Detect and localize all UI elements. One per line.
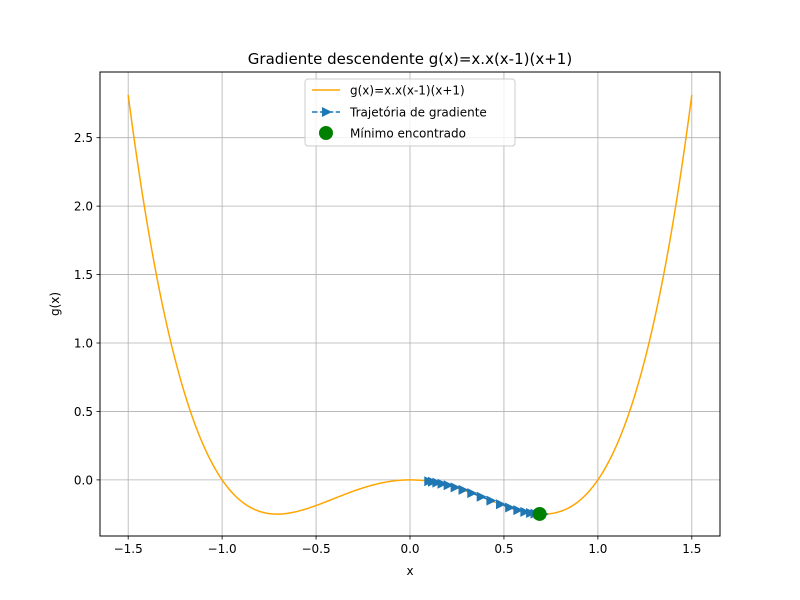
x-tick-label: 1.5 [682, 542, 701, 556]
legend-label-minimum: Mínimo encontrado [350, 127, 466, 141]
y-tick-label: 1.5 [74, 268, 93, 282]
trajectory-point [486, 495, 497, 506]
x-tick-label: 0.5 [494, 542, 513, 556]
trajectory-point [496, 499, 507, 510]
x-tick-label: −1.5 [114, 542, 143, 556]
legend-label-trajectory: Trajetória de gradiente [349, 106, 487, 120]
y-axis-label: g(x) [48, 292, 62, 316]
y-tick-label: 0.5 [74, 405, 93, 419]
y-tick-label: 2.0 [74, 200, 93, 214]
trajectory-point [432, 477, 443, 488]
legend: g(x)=x.x(x-1)(x+1) Trajetória de gradien… [304, 78, 516, 147]
trajectory-point [476, 491, 487, 502]
x-tick-label: 0.0 [400, 542, 419, 556]
trajectory-point [458, 484, 469, 495]
legend-marker-trajectory [322, 107, 332, 117]
trajectory-point [513, 505, 524, 516]
x-tick-label: −1.0 [208, 542, 237, 556]
trajectory-point [467, 488, 478, 499]
legend-label-function: g(x)=x.x(x-1)(x+1) [350, 84, 465, 98]
y-tick-label: 2.5 [74, 131, 93, 145]
trajectory-point [520, 506, 531, 517]
legend-box [304, 78, 516, 147]
minimum-point [532, 506, 547, 521]
series-function-line [127, 94, 693, 515]
trajectory-point [505, 502, 516, 513]
chart-title: Gradiente descendente g(x)=x.x(x-1)(x+1) [248, 50, 572, 68]
x-tick-label: 1.0 [588, 542, 607, 556]
x-tick-label: −0.5 [301, 542, 330, 556]
trajectory-point [443, 480, 454, 491]
legend-marker-minimum [319, 126, 333, 140]
ticks: −1.5 −1.0 −0.5 0.0 0.5 1.0 1.5 0.0 0.5 1.0 1.5 2.0 2… [74, 131, 701, 556]
series-layer [127, 94, 693, 521]
y-tick-label: 0.0 [74, 473, 93, 487]
trajectory-point [450, 482, 461, 493]
trajectory-point [437, 478, 448, 489]
x-axis-label: x [406, 564, 413, 578]
y-tick-label: 1.0 [74, 337, 93, 351]
